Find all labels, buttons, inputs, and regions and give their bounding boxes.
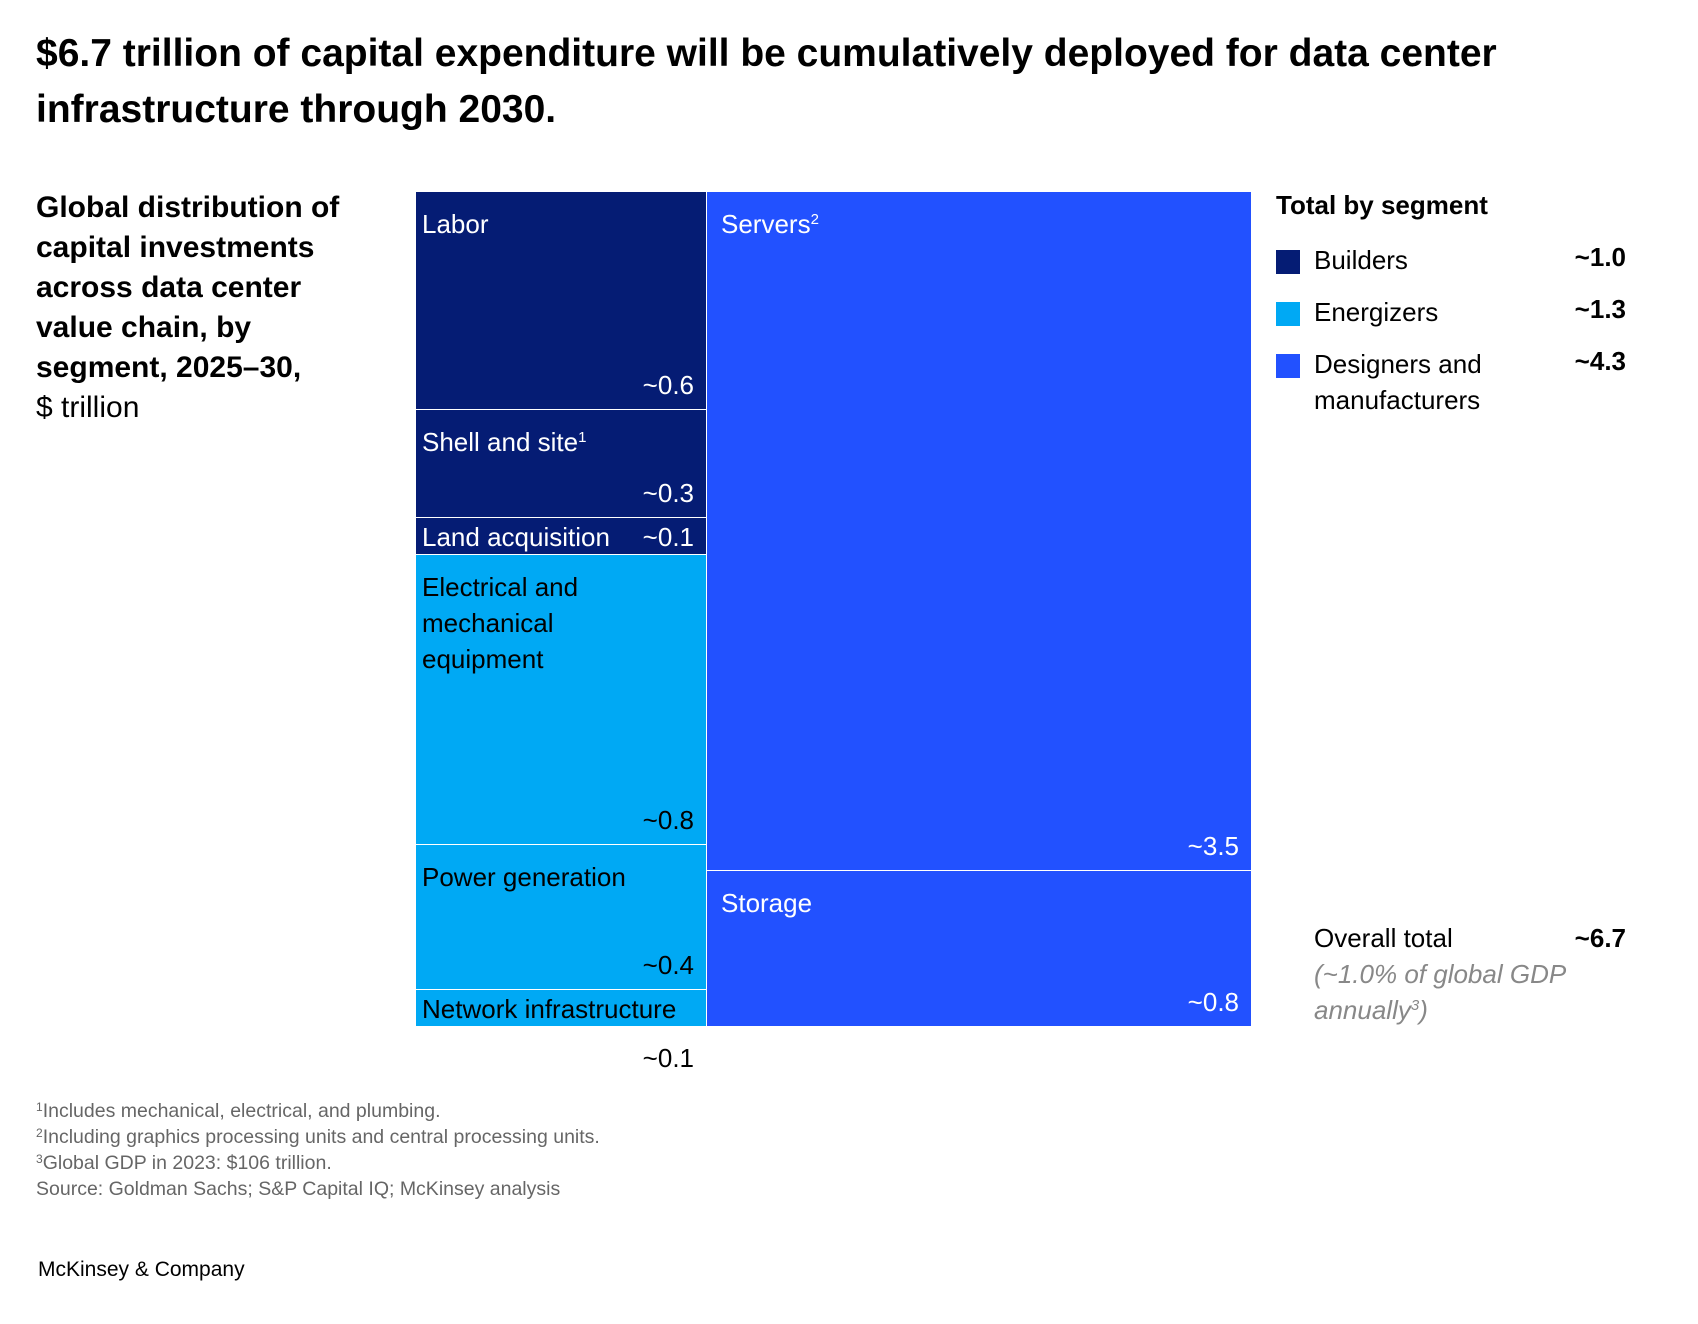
energizers-swatch [1276, 302, 1300, 326]
cell-value: ~0.4 [642, 949, 694, 980]
total-value: ~6.7 [1574, 923, 1626, 953]
legend-item-builders: Builders ~1.0 [1276, 242, 1626, 294]
overall-total: Overall total ~6.7 (~1.0% of global GDP … [1314, 920, 1626, 1028]
cell-label: Electrical and mechanical equipment [422, 571, 579, 674]
treemap-cell-shell-and-site: Shell and site1 ~0.3 [416, 409, 707, 519]
subtitle-text: Global distribution of capital investmen… [36, 191, 340, 384]
cell-value: ~0.3 [642, 478, 694, 509]
cell-label: Power generation [422, 861, 626, 892]
treemap-cell-electrical-and-mechanical-equipment: Electrical and mechanical equipment ~0.8 [416, 554, 707, 845]
treemap-cell-network-infrastructure: Network infrastructure ~0.1 [416, 989, 707, 1073]
footnote-ref: 3 [1410, 997, 1420, 1014]
legend-value: ~1.3 [1574, 294, 1626, 324]
cell-label: Land acquisition [422, 522, 610, 553]
footnote: Source: Goldman Sachs; S&P Capital IQ; M… [36, 1178, 561, 1200]
designers-swatch [1276, 354, 1300, 378]
legend-value: ~1.0 [1574, 242, 1626, 272]
legend-value: ~4.3 [1574, 346, 1626, 376]
footnote-number: 2 [36, 1126, 43, 1140]
chart-subtitle: Global distribution of capital investmen… [36, 188, 376, 428]
total-note-end: ) [1419, 995, 1428, 1025]
treemap-cell-land-acquisition: Land acquisition ~0.1 [416, 518, 707, 555]
footnote: 2Including graphics processing units and… [36, 1126, 600, 1148]
footnote-ref: 1 [578, 428, 587, 446]
cell-label: Labor [422, 209, 489, 239]
legend-title: Total by segment [1276, 190, 1488, 220]
chart-title: $6.7 trillion of capital expenditure wil… [36, 32, 1497, 131]
legend-label: Designers and manufacturers [1314, 349, 1482, 415]
cell-label: Network infrastructure [422, 993, 677, 1024]
total-label: Overall total [1314, 923, 1453, 953]
cell-value: ~0.8 [642, 804, 694, 835]
treemap-cell-labor: Labor ~0.6 [416, 192, 707, 410]
cell-label: Storage [721, 887, 813, 918]
subtitle-unit: $ trillion [36, 391, 140, 424]
cell-label: Shell and site1 [422, 426, 587, 457]
footnotes: 1Includes mechanical, electrical, and pl… [36, 1098, 600, 1202]
legend-label: Energizers [1314, 297, 1439, 327]
treemap-cell-power-generation: Power generation ~0.4 [416, 844, 707, 990]
footnote-number: 1 [36, 1100, 43, 1114]
footnote: 1Includes mechanical, electrical, and pl… [36, 1100, 441, 1122]
treemap-cell-servers: Servers2 ~3.5 [707, 192, 1251, 871]
treemap-cell-storage: Storage ~0.8 [707, 870, 1251, 1026]
legend-item-energizers: Energizers ~1.3 [1276, 294, 1626, 346]
footnote: 3Global GDP in 2023: $106 trillion. [36, 1152, 332, 1174]
legend-label: Builders [1314, 245, 1408, 275]
cell-label: Servers2 [721, 209, 819, 239]
total-note: (~1.0% of global GDP annually3) [1314, 956, 1594, 1028]
cell-value: ~0.1 [642, 521, 694, 552]
cell-value: ~3.5 [1187, 830, 1239, 861]
total-note-text: (~1.0% of global GDP annually [1314, 959, 1566, 1025]
cell-value: ~0.6 [642, 369, 694, 400]
builders-swatch [1276, 250, 1300, 274]
legend: Total by segment Builders ~1.0 Energizer… [1276, 190, 1626, 1025]
cell-value: ~0.1 [642, 1042, 694, 1073]
footnote-ref: 2 [810, 211, 819, 228]
brand-logo: McKinsey & Company [38, 1258, 245, 1281]
legend-item-designers: Designers and manufacturers ~4.3 [1276, 346, 1626, 426]
footnote-number: 3 [36, 1152, 43, 1166]
cell-value: ~0.8 [1187, 986, 1239, 1017]
